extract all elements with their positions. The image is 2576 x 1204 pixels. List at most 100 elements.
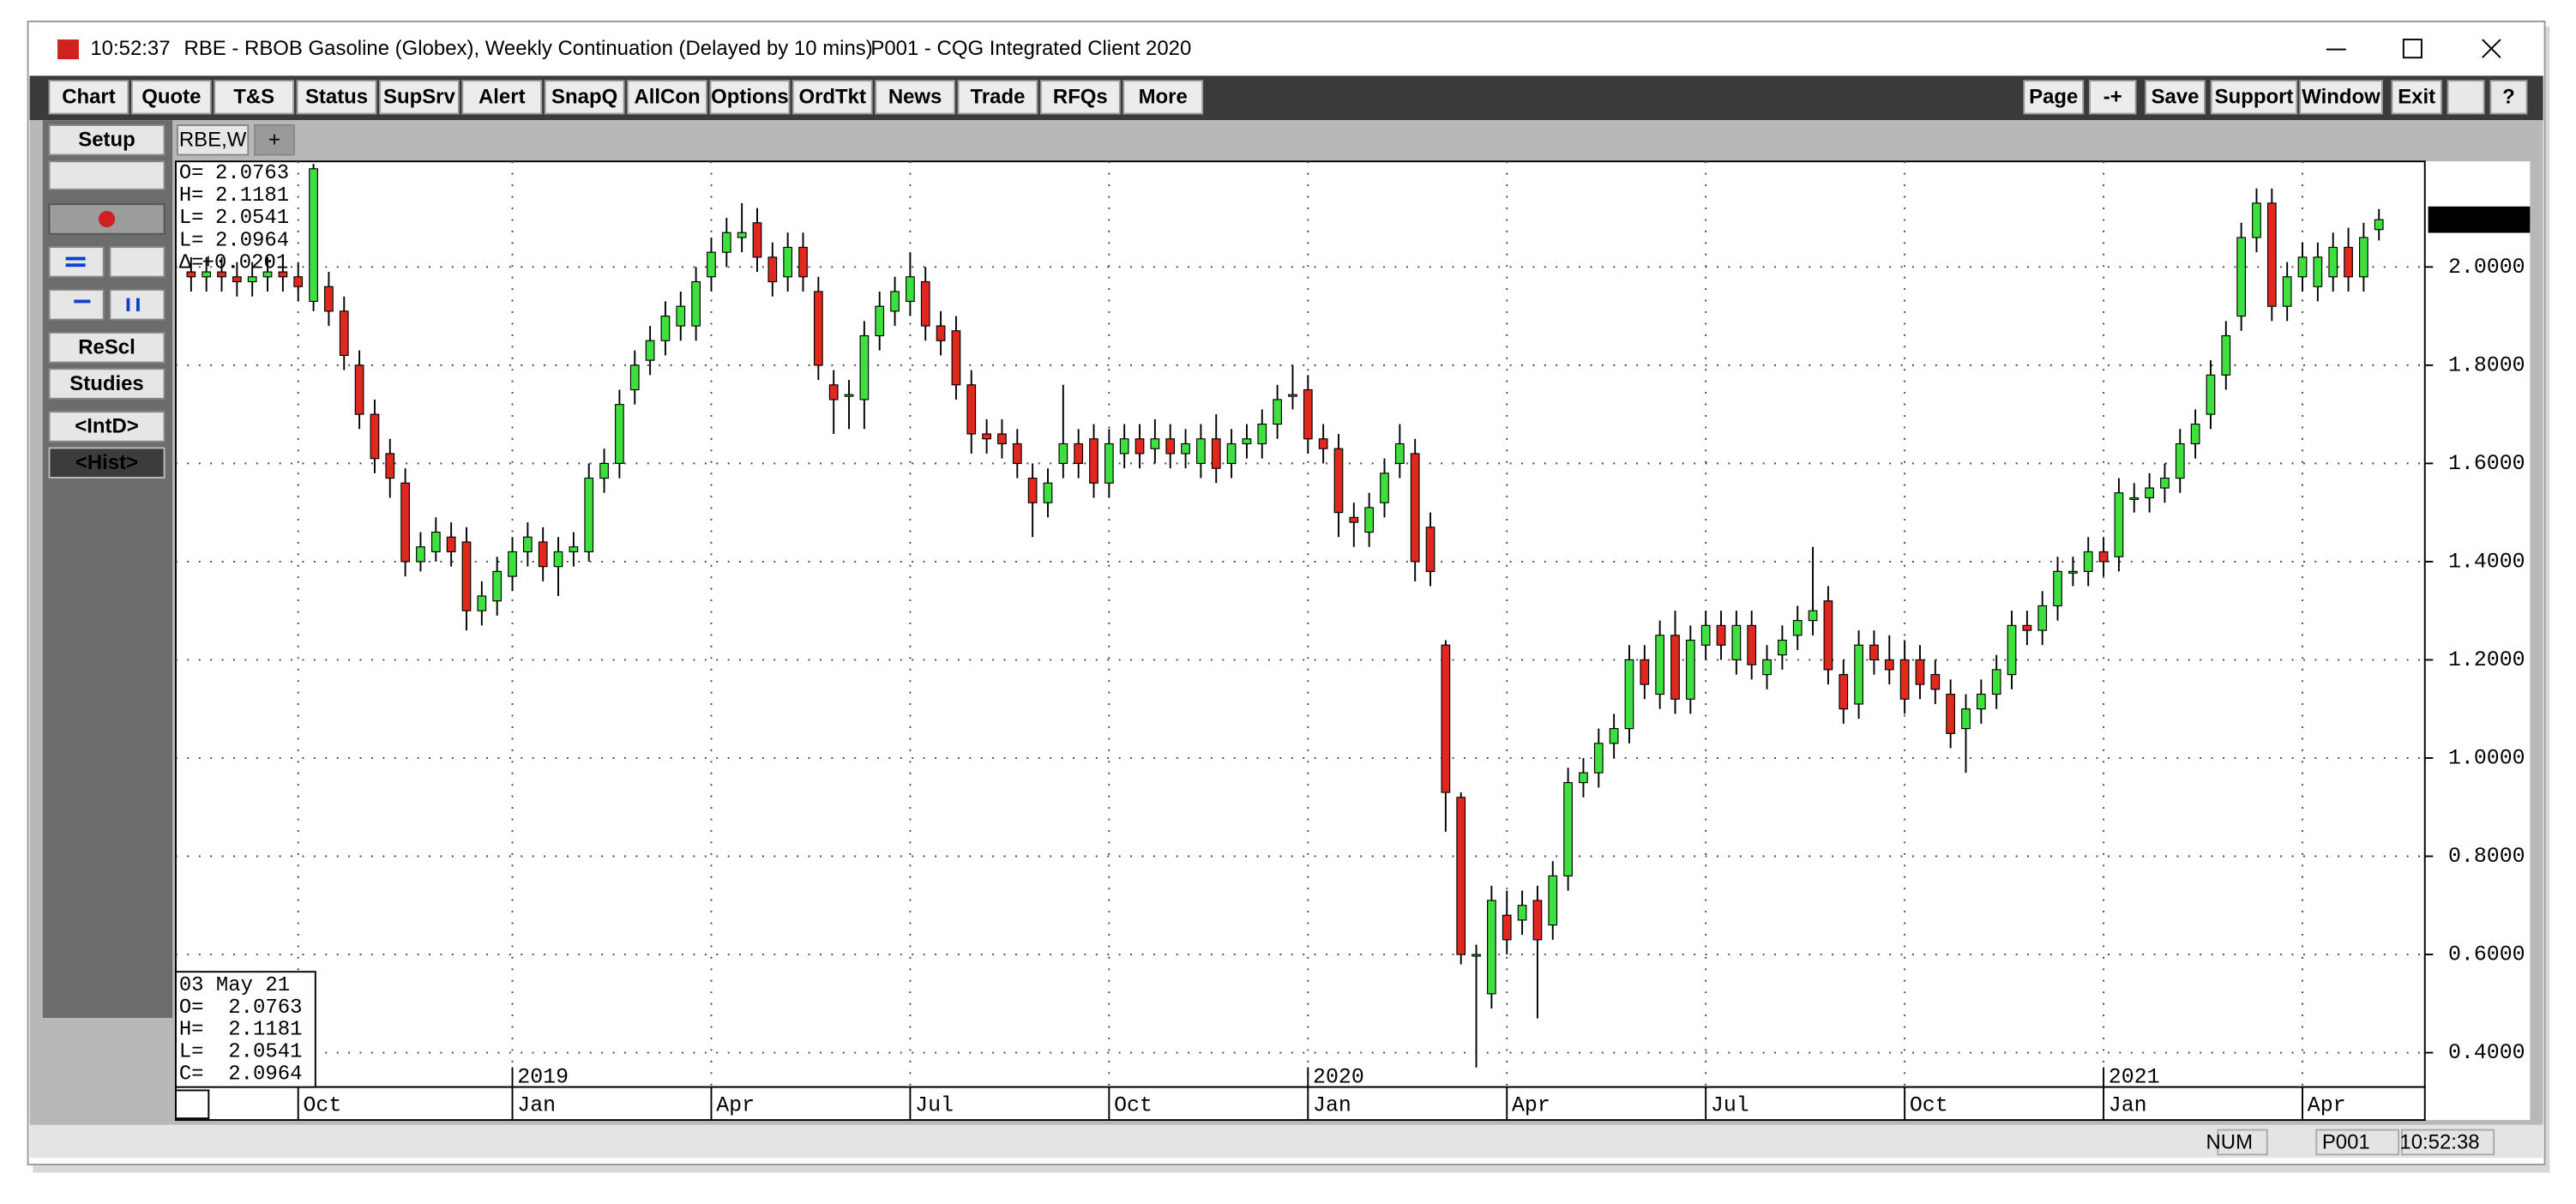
sidebar-button[interactable] bbox=[48, 368, 166, 400]
chart-tab[interactable] bbox=[176, 124, 250, 156]
info-label: C= bbox=[179, 1063, 204, 1087]
candle-body bbox=[1579, 772, 1588, 784]
print-button[interactable] bbox=[48, 160, 166, 190]
status-field bbox=[2217, 1129, 2268, 1156]
candle-body bbox=[997, 433, 1007, 445]
candle-body bbox=[1211, 438, 1221, 469]
close-button[interactable] bbox=[2482, 39, 2501, 58]
candle-body bbox=[1839, 674, 1849, 710]
y-tick-label: 0.8000 bbox=[2448, 845, 2525, 869]
candle-body bbox=[1318, 438, 1328, 449]
toolbar-button[interactable] bbox=[2299, 80, 2383, 115]
toolbar-button[interactable] bbox=[2023, 80, 2085, 115]
toolbar-button[interactable] bbox=[2210, 80, 2298, 115]
toolbar-button[interactable] bbox=[1039, 80, 1121, 115]
candle-body bbox=[1792, 620, 1803, 636]
x-tick-label: Jan bbox=[1313, 1093, 1351, 1117]
toolbar-button[interactable] bbox=[2088, 80, 2137, 115]
info-label: L= bbox=[179, 229, 204, 252]
toolbar-button[interactable] bbox=[627, 80, 707, 115]
sidebar-button[interactable] bbox=[48, 411, 166, 442]
x-tick-label: Jul bbox=[915, 1093, 954, 1117]
toolbar-button[interactable] bbox=[461, 80, 543, 115]
candle-body bbox=[430, 531, 441, 553]
candle-body bbox=[1456, 797, 1466, 955]
status-text: NUM bbox=[2206, 1130, 2254, 1153]
help-icon: ? bbox=[2502, 86, 2515, 109]
candle-body bbox=[691, 280, 701, 327]
candle-body bbox=[1517, 905, 1527, 921]
candle-body bbox=[309, 168, 318, 303]
chart-tab-label: + bbox=[268, 129, 280, 152]
candle-body bbox=[1869, 644, 1879, 661]
candle-body bbox=[2221, 334, 2231, 376]
info-value: 2.0763 bbox=[228, 996, 302, 1020]
toolbar-button[interactable] bbox=[791, 80, 873, 115]
info-label: H= bbox=[179, 1019, 204, 1042]
toolbar-button[interactable] bbox=[875, 80, 956, 115]
sidebar-button-label: <Hist> bbox=[75, 451, 138, 474]
sidebar-button[interactable] bbox=[48, 124, 166, 156]
toolbar-button[interactable] bbox=[214, 80, 295, 115]
x-tick-label: Jan bbox=[517, 1093, 556, 1117]
candle-body bbox=[2037, 605, 2048, 631]
corner-box bbox=[175, 1089, 210, 1120]
candle-body bbox=[202, 271, 212, 278]
candle-body bbox=[186, 271, 196, 278]
candle-body bbox=[2344, 246, 2353, 278]
scroll-button[interactable] bbox=[48, 246, 105, 278]
candle-body bbox=[2236, 237, 2247, 317]
candle-body bbox=[1273, 399, 1282, 425]
toolbar-button-label: SnapQ bbox=[551, 86, 617, 109]
candle-body bbox=[676, 305, 686, 327]
toolbar-button[interactable] bbox=[2391, 80, 2442, 115]
candle-body bbox=[1074, 442, 1084, 464]
sidebar-button-label: ReScl bbox=[78, 336, 135, 359]
candle-body bbox=[385, 453, 395, 479]
toolbar-button[interactable] bbox=[48, 80, 129, 115]
candle-body bbox=[1043, 482, 1053, 503]
candle-body bbox=[2083, 551, 2093, 572]
candle-body bbox=[416, 546, 425, 563]
toolbar-button-label: Trade bbox=[971, 86, 1026, 109]
toolbar-button[interactable] bbox=[130, 80, 212, 115]
chart-tab[interactable] bbox=[253, 124, 295, 156]
candle-body bbox=[492, 570, 503, 602]
last-price-box bbox=[2428, 206, 2531, 233]
candle-body bbox=[293, 276, 304, 287]
y-tick-label: 0.4000 bbox=[2448, 1041, 2525, 1065]
x-tick-label: Jan bbox=[2109, 1093, 2147, 1117]
candle-body bbox=[522, 536, 533, 553]
candle-body bbox=[339, 310, 349, 356]
candle-body bbox=[232, 276, 242, 283]
toolbar-button[interactable] bbox=[709, 80, 791, 115]
candle-body bbox=[400, 482, 410, 563]
zoom-button[interactable] bbox=[48, 289, 105, 321]
toolbar-button[interactable] bbox=[2145, 80, 2206, 115]
toolbar-button[interactable] bbox=[957, 80, 1038, 115]
candle-body bbox=[2313, 256, 2323, 287]
sidebar-button[interactable] bbox=[48, 332, 166, 364]
toolbar-button[interactable] bbox=[544, 80, 625, 115]
maximize-button[interactable] bbox=[2402, 39, 2423, 59]
candle-body bbox=[1135, 438, 1145, 455]
info-value: 2.0964 bbox=[215, 229, 289, 252]
candle-body bbox=[1303, 388, 1313, 440]
x-tick-label: Oct bbox=[1114, 1093, 1153, 1117]
candle-body bbox=[1747, 624, 1757, 665]
toolbar-button[interactable] bbox=[296, 80, 377, 115]
toolbar-button[interactable] bbox=[378, 80, 460, 115]
info-value: 2.1181 bbox=[228, 1019, 302, 1042]
candle-body bbox=[1058, 442, 1068, 464]
toolbar-button[interactable] bbox=[1122, 80, 1204, 115]
help-button[interactable] bbox=[2489, 80, 2528, 115]
candle-body bbox=[936, 325, 946, 341]
sidebar-button[interactable] bbox=[48, 447, 166, 479]
scroll-button[interactable] bbox=[109, 246, 166, 278]
chart-panel bbox=[175, 161, 2531, 1121]
candle-body bbox=[1441, 644, 1451, 793]
restore-button[interactable] bbox=[2447, 80, 2485, 115]
status-field bbox=[2400, 1129, 2495, 1156]
candle-body bbox=[1731, 624, 1742, 661]
